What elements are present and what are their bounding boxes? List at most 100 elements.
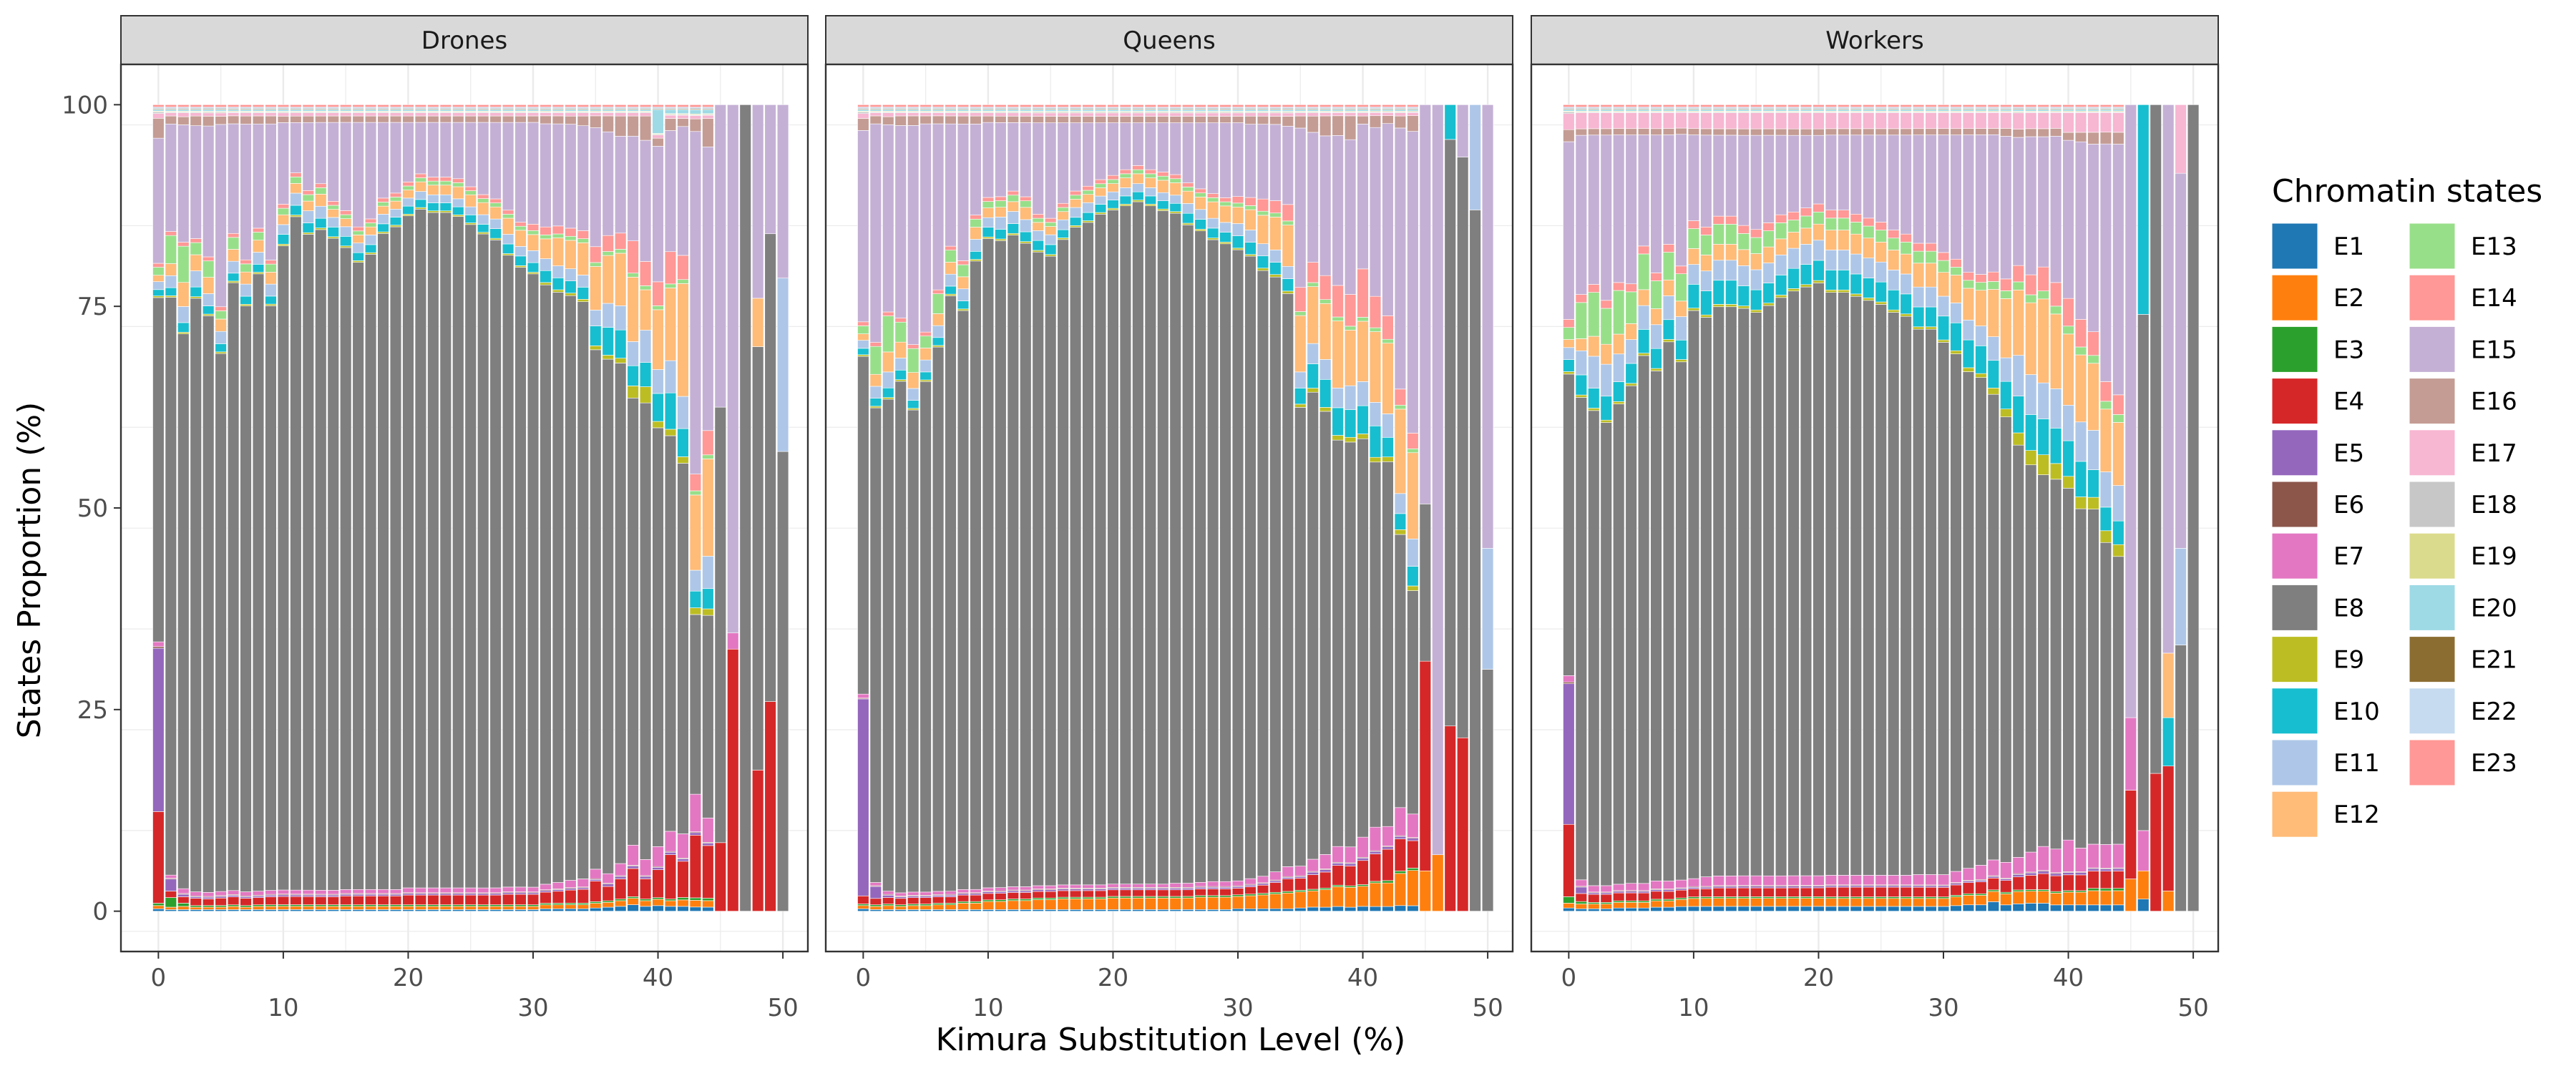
bar-segment-e4 [227,896,240,906]
bar-segment-e2 [1712,898,1724,907]
bar-segment-e5 [2000,879,2012,881]
bar-segment-e3 [2099,888,2112,891]
y-tick-label: 50 [77,494,108,523]
bar-segment-e8 [1962,371,1975,869]
bar-segment-e8 [439,212,452,889]
bar-segment-e9 [1045,254,1057,257]
bar-segment-e14 [477,194,489,199]
bar-segment-e7 [352,889,364,894]
bar-segment-e7 [514,886,527,892]
bar-segment-e15 [1194,122,1206,190]
bar-segment-e10 [1687,284,1700,308]
bar-segment-e14 [1144,169,1156,175]
bar-segment-e3 [957,901,970,904]
bar-segment-e22 [1020,107,1032,109]
bar-segment-e20 [1157,109,1169,112]
bar-segment-e15 [919,123,932,333]
bar-segment-e3 [652,897,664,900]
bar-segment-e14 [1020,196,1032,202]
bar-segment-e3 [932,903,945,906]
bar-segment-e15 [1950,134,1962,260]
bar-segment-e10 [1045,244,1057,255]
bar-segment-e4 [1925,886,1937,897]
bar-segment-e11 [602,303,614,328]
bar-segment-e4 [2099,871,2112,889]
bar-segment-e7 [1231,880,1244,886]
bar-segment-e5 [1294,876,1307,879]
bar-segment-e1 [190,909,202,911]
bar-segment-e5 [882,894,894,898]
bar-segment-e8 [2062,488,2074,841]
bar-segment-e20 [489,109,502,112]
bar-segment-e7 [1282,866,1294,877]
bar-segment-e14 [402,182,414,187]
bar-segment-e16 [1600,128,1612,136]
bar-segment-e9 [540,282,552,285]
bar-segment-e9 [265,303,277,306]
bar-segment-e13 [1737,233,1750,250]
bar-segment-e13 [957,264,970,278]
bar-segment-e7 [177,888,190,894]
bar-segment-e16 [919,115,932,124]
bar-segment-e23 [1307,104,1319,108]
bar-segment-e1 [1813,906,1825,911]
bar-segment-e23 [1850,104,1862,108]
bar-segment-e20 [970,109,982,112]
bar-segment-e13 [2074,346,2087,356]
bar-segment-e4 [439,894,452,905]
bar-segment-e15 [995,122,1007,197]
bar-segment-e14 [1687,220,1700,229]
bar-segment-e11 [2175,548,2187,645]
bar-segment-e5 [602,884,614,887]
bar-segment-e23 [514,104,527,108]
bar-segment-e10 [2000,381,2012,410]
bar-segment-e17 [1157,112,1169,117]
bar-segment-e3 [1257,893,1269,896]
bar-segment-e9 [1394,529,1407,535]
bar-segment-e22 [1244,107,1257,109]
bar-segment-e20 [1813,109,1825,112]
bar-segment-e22 [1925,107,1937,109]
bar-segment-e13 [1875,230,1887,243]
bar-segment-e12 [377,205,389,215]
bar-segment-e2 [1407,870,1419,906]
bar-segment-e11 [265,283,277,297]
bar-segment-e2 [364,906,377,910]
bar-segment-e12 [2074,354,2087,423]
bar-segment-e16 [894,115,907,126]
bar-segment-e5 [364,894,377,896]
bar-segment-e1 [2000,904,2012,911]
bar-segment-e2 [1950,896,1962,906]
bar-segment-e8 [1382,461,1394,827]
bar-segment-e3 [1937,896,1950,899]
bar-segment-e22 [1382,107,1394,109]
bar-segment-e23 [2099,104,2112,107]
bar-segment-e9 [427,210,439,213]
bar-segment-e16 [869,115,882,124]
bar-segment-e8 [1194,230,1206,883]
bar-segment-e16 [427,115,439,123]
bar-segment-e1 [627,904,639,911]
bar-segment-e13 [995,200,1007,207]
bar-segment-e2 [1662,900,1675,908]
bar-segment-e20 [907,109,919,112]
bar-segment-e14 [689,474,702,491]
bar-segment-e11 [689,569,702,592]
bar-segment-e15 [240,124,252,260]
bar-segment-e3 [1700,896,1712,899]
bar-segment-e3 [1950,895,1962,897]
bar-segment-e12 [1987,289,1999,337]
bar-segment-e17 [2112,112,2124,133]
bar-segment-e1 [2137,899,2150,911]
bar-segment-e11 [2112,485,2124,522]
bar-segment-e5 [627,866,639,869]
bar-segment-e13 [1825,217,1838,230]
bar-segment-e17 [240,112,252,117]
bar-segment-e7 [377,889,389,894]
bar-segment-e10 [702,588,714,610]
bar-segment-e5 [1344,863,1357,866]
bar-segment-e15 [2175,172,2187,549]
bar-segment-e4 [540,891,552,904]
bar-segment-e3 [439,904,452,907]
bar-segment-e10 [970,251,982,260]
